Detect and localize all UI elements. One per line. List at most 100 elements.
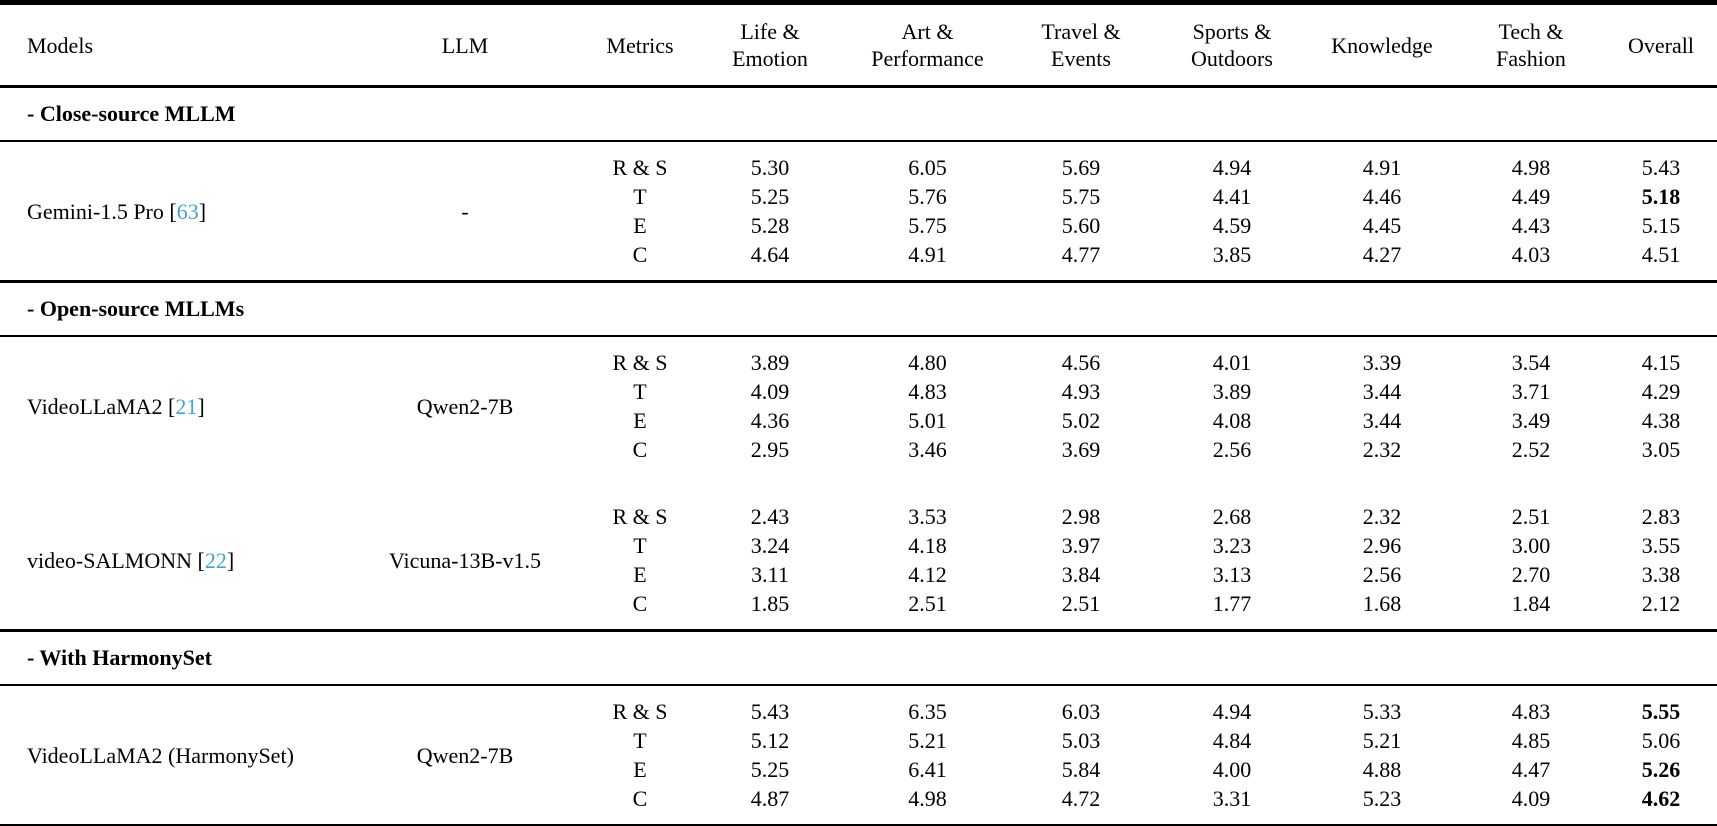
value-cell: 3.11 [751, 562, 789, 587]
value-cell: 3.49 [1511, 408, 1551, 433]
value-cell: 1.77 [1212, 591, 1252, 616]
value-cell: 5.01 [908, 408, 947, 433]
spacer-cell [0, 475, 1717, 491]
value-cell: 6.41 [908, 757, 947, 782]
value-cell: 3.71 [1511, 379, 1551, 404]
model-cell: video-SALMONN [22] [27, 547, 235, 573]
value-cell: 4.43 [1511, 213, 1551, 238]
value-cell: 3.84 [1061, 562, 1101, 587]
value-cell: 2.56 [1212, 437, 1252, 462]
table-row: T 4.09 4.83 4.93 3.89 3.44 3.71 4.29 [0, 377, 1717, 406]
column-header: Tech & Fashion [1496, 19, 1566, 71]
value-cell: 5.06 [1641, 728, 1681, 753]
value-cell: 4.94 [1212, 155, 1252, 180]
section-header: - Open-source MLLMs [27, 296, 245, 321]
llm-name: Qwen2-7B [416, 742, 514, 768]
column-header: Travel & Events [1041, 19, 1121, 71]
metric-label: T [633, 533, 647, 558]
value-cell: 5.26 [1641, 757, 1681, 782]
value-cell: 1.85 [750, 591, 790, 616]
value-cell: 4.15 [1641, 350, 1681, 375]
value-cell: 4.64 [750, 242, 790, 267]
value-cell: 5.23 [1362, 786, 1402, 811]
value-cell: 4.41 [1212, 184, 1252, 209]
value-cell: 3.23 [1212, 533, 1252, 558]
metric-label: C [632, 591, 648, 616]
citation-link[interactable]: 22 [204, 547, 227, 573]
value-cell: 5.28 [750, 213, 790, 238]
value-cell: 3.38 [1641, 562, 1681, 587]
value-cell: 2.95 [750, 437, 790, 462]
table-row: VideoLLaMA2 (HarmonySet) Qwen2-7B R & S 5.4… [0, 685, 1717, 768]
value-cell: 3.97 [1061, 533, 1101, 558]
value-cell: 2.12 [1641, 591, 1681, 616]
table-row: C 4.64 4.91 4.77 3.85 4.27 4.03 4.51 [0, 240, 1717, 282]
value-cell: 2.56 [1362, 562, 1402, 587]
value-cell: 2.70 [1511, 562, 1551, 587]
value-cell: 5.12 [750, 728, 790, 753]
value-cell: 2.52 [1511, 437, 1551, 462]
model-block: VideoLLaMA2 (HarmonySet) Qwen2-7B R & S 5.4… [0, 685, 1717, 826]
llm-name: - [461, 198, 469, 224]
metric-label: T [633, 379, 647, 404]
value-cell: 3.44 [1362, 408, 1402, 433]
value-cell: 4.83 [908, 379, 947, 404]
citation-link[interactable]: 21 [175, 393, 198, 419]
value-cell: 5.03 [1061, 728, 1101, 753]
value-cell: 4.88 [1362, 757, 1402, 782]
model-name: VideoLLaMA2 (HarmonySet) [27, 742, 294, 768]
value-cell: 4.77 [1061, 242, 1101, 267]
value-cell: 3.39 [1362, 350, 1402, 375]
metric-label: R & S [612, 350, 668, 375]
metric-label: C [632, 437, 648, 462]
value-cell: 3.85 [1212, 242, 1252, 267]
value-cell: 4.59 [1212, 213, 1252, 238]
model-name: VideoLLaMA2 [27, 393, 163, 419]
spacer-row [0, 475, 1717, 491]
value-cell: 3.05 [1641, 437, 1681, 462]
model-name: Gemini-1.5 Pro [27, 198, 164, 224]
metric-label: C [632, 242, 648, 267]
value-cell: 5.60 [1061, 213, 1101, 238]
value-cell: 4.49 [1511, 184, 1551, 209]
value-cell: 2.51 [1061, 591, 1101, 616]
value-cell: 2.32 [1362, 504, 1402, 529]
model-block: video-SALMONN [22] Vicuna-13B-v1.5 R & S 2.… [0, 491, 1717, 631]
value-cell: 4.47 [1511, 757, 1551, 782]
value-cell: 2.68 [1212, 504, 1252, 529]
value-cell: 3.54 [1511, 350, 1551, 375]
value-cell: 2.43 [750, 504, 790, 529]
metric-label: C [632, 786, 648, 811]
citation-link[interactable]: 63 [176, 198, 199, 224]
metric-label: R & S [612, 699, 668, 724]
column-header: Overall [1628, 32, 1694, 58]
table-row: C 2.95 3.46 3.69 2.56 2.32 2.52 3.05 [0, 435, 1717, 475]
metric-label: E [633, 408, 647, 433]
model-cell: Gemini-1.5 Pro [63] [27, 198, 207, 224]
value-cell: 4.36 [750, 408, 790, 433]
value-cell: 3.53 [908, 504, 947, 529]
metric-label: T [633, 184, 647, 209]
value-cell: 4.01 [1212, 350, 1252, 375]
block-spacer [0, 475, 1717, 491]
value-cell: 1.84 [1511, 591, 1551, 616]
value-cell: 3.31 [1212, 786, 1252, 811]
column-header: LLM [441, 32, 489, 58]
section-header-row: - With HarmonySet [0, 631, 1717, 686]
section-header-row: - Close-source MLLM [0, 87, 1717, 142]
section-header: - With HarmonySet [27, 645, 212, 670]
header-row: Models LLM Metrics Life & Emotion Art & Perf… [0, 3, 1717, 87]
value-cell: 4.93 [1061, 379, 1101, 404]
value-cell: 4.46 [1362, 184, 1402, 209]
value-cell: 5.75 [1061, 184, 1101, 209]
value-cell: 4.87 [750, 786, 790, 811]
value-cell: 3.89 [1212, 379, 1252, 404]
value-cell: 3.55 [1641, 533, 1681, 558]
value-cell: 6.35 [908, 699, 947, 724]
model-name: video-SALMONN [27, 547, 192, 573]
value-cell: 4.18 [908, 533, 947, 558]
section-band: - Close-source MLLM [0, 87, 1717, 142]
table-row: T 5.25 5.76 5.75 4.41 4.46 4.49 5.18 [0, 182, 1717, 211]
value-cell: 3.00 [1511, 533, 1551, 558]
table-row: Gemini-1.5 Pro [63] - R & S 5.30 6.05 5.69 4.9… [0, 141, 1717, 224]
